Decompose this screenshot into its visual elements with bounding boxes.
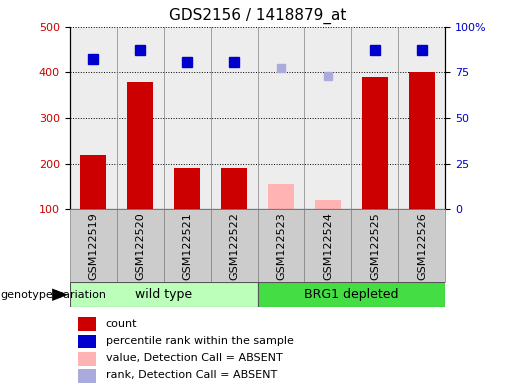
Bar: [174, 168, 200, 209]
Bar: [315, 200, 341, 209]
Bar: [268, 184, 294, 209]
Text: GSM122524: GSM122524: [323, 212, 333, 280]
Bar: [258, 282, 445, 307]
Text: BRG1 depleted: BRG1 depleted: [304, 288, 399, 301]
Bar: [78, 369, 96, 383]
Bar: [409, 73, 435, 209]
Bar: [211, 27, 258, 209]
Bar: [362, 77, 388, 209]
Bar: [70, 209, 116, 282]
Text: genotype/variation: genotype/variation: [0, 290, 106, 300]
Text: wild type: wild type: [135, 288, 192, 301]
Text: GSM122521: GSM122521: [182, 212, 192, 280]
Bar: [164, 209, 211, 282]
Text: GSM122520: GSM122520: [135, 212, 145, 280]
Text: count: count: [106, 318, 137, 329]
Bar: [70, 27, 116, 209]
Bar: [258, 27, 304, 209]
Text: GSM122522: GSM122522: [229, 212, 239, 280]
Text: value, Detection Call = ABSENT: value, Detection Call = ABSENT: [106, 353, 282, 363]
Bar: [399, 209, 445, 282]
Bar: [127, 82, 153, 209]
Bar: [304, 209, 352, 282]
Bar: [352, 27, 399, 209]
Bar: [211, 209, 258, 282]
Bar: [258, 209, 304, 282]
Polygon shape: [52, 288, 68, 301]
Bar: [78, 352, 96, 366]
Bar: [164, 27, 211, 209]
Text: rank, Detection Call = ABSENT: rank, Detection Call = ABSENT: [106, 370, 277, 381]
Bar: [221, 168, 247, 209]
Bar: [116, 27, 164, 209]
Bar: [304, 27, 352, 209]
Bar: [116, 209, 164, 282]
Bar: [80, 155, 106, 209]
Bar: [399, 27, 445, 209]
Bar: [70, 282, 258, 307]
Text: percentile rank within the sample: percentile rank within the sample: [106, 336, 294, 346]
Title: GDS2156 / 1418879_at: GDS2156 / 1418879_at: [169, 8, 346, 24]
Text: GSM122523: GSM122523: [276, 212, 286, 280]
Text: GSM122526: GSM122526: [417, 212, 427, 280]
Bar: [78, 317, 96, 331]
Text: GSM122525: GSM122525: [370, 212, 380, 280]
Bar: [78, 334, 96, 349]
Text: GSM122519: GSM122519: [88, 212, 98, 280]
Bar: [352, 209, 399, 282]
